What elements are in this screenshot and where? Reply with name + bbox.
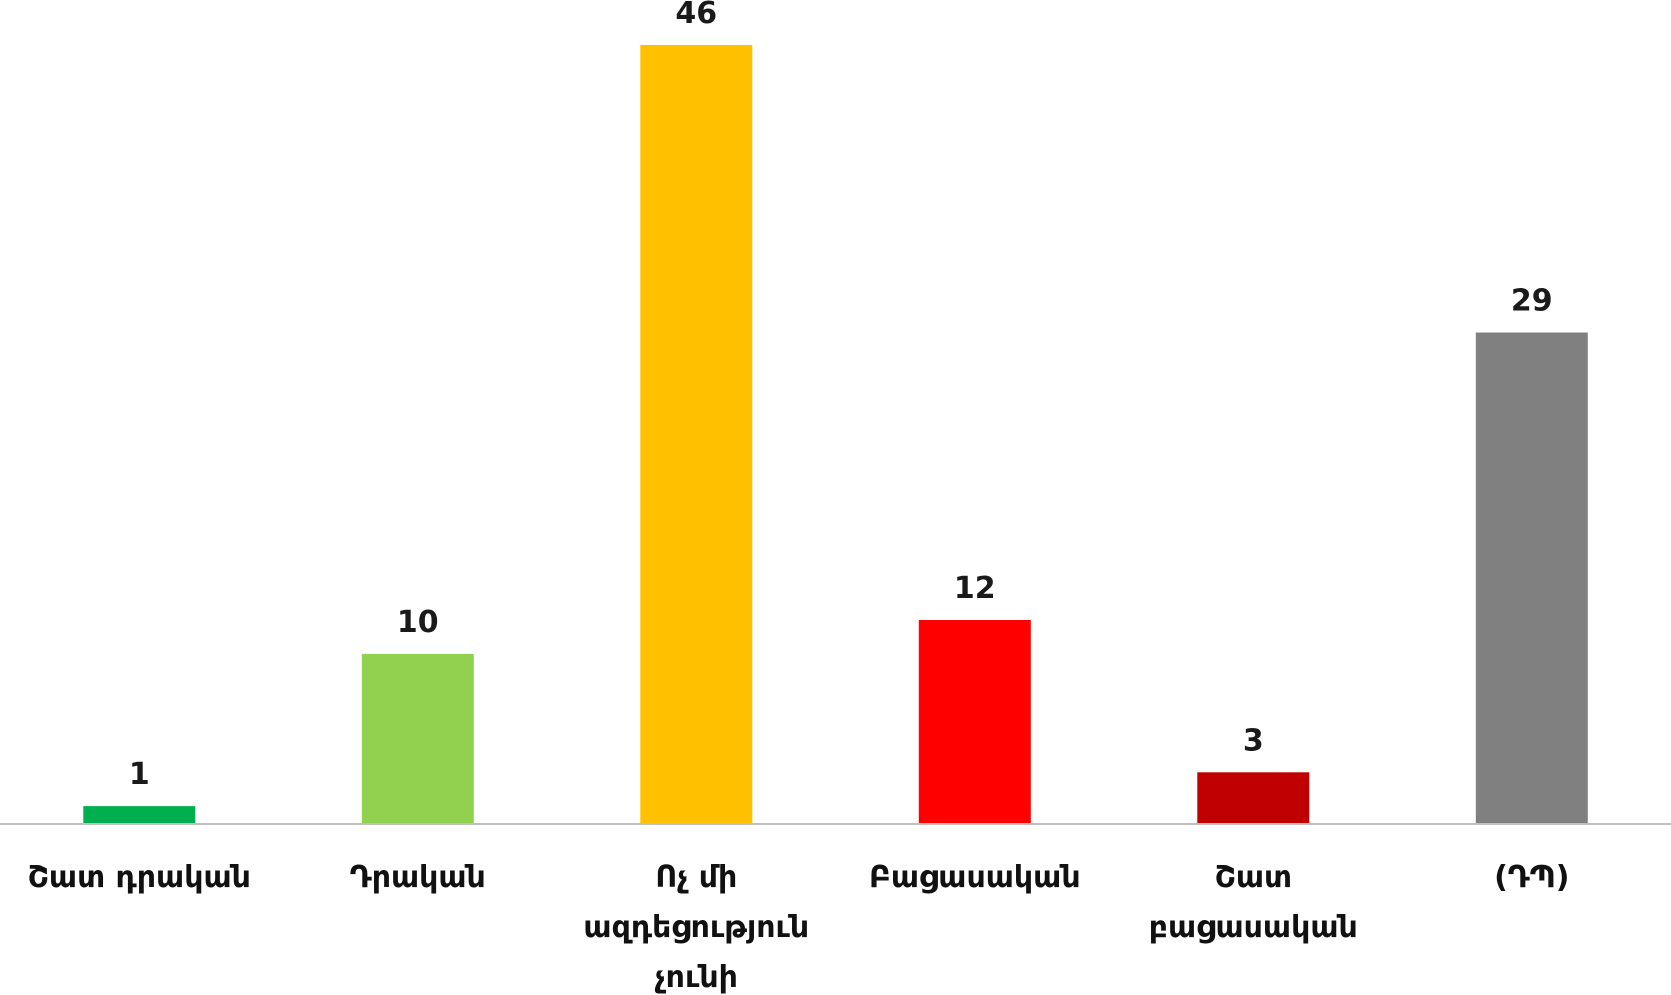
category-label-1: Դրական: [350, 860, 486, 895]
data-label-5: 29: [1511, 284, 1553, 319]
data-label-4: 3: [1243, 723, 1264, 758]
bar-0: [83, 806, 196, 823]
category-label-line: չունի: [655, 960, 738, 995]
category-label-0: Շատ դրական: [28, 860, 251, 895]
category-label-line: Շատ: [1215, 860, 1292, 895]
category-labels-group: Շատ դրական Դրական Ոչ մի ազդեցություն չունի Բա…: [28, 860, 1570, 995]
value-labels-group: 1 10 46 12 3 29: [129, 0, 1553, 792]
category-label-2: Ոչ մի ազդեցություն չունի: [583, 860, 809, 995]
category-label-line: Շատ դրական: [28, 860, 251, 895]
category-label-5: (ԴՊ): [1494, 860, 1569, 895]
bars-group: [83, 45, 1588, 823]
data-label-1: 10: [397, 605, 439, 640]
category-label-line: (ԴՊ): [1494, 860, 1569, 895]
data-label-3: 12: [954, 571, 996, 606]
bar-2: [640, 45, 753, 823]
bar-4: [1197, 772, 1310, 823]
category-label-line: ազդեցություն: [583, 910, 809, 945]
bar-5: [1475, 332, 1588, 823]
bar-3: [918, 620, 1031, 823]
category-label-line: Դրական: [350, 860, 486, 895]
category-label-4: Շատ բացասական: [1149, 860, 1358, 945]
category-label-line: Ոչ մի: [655, 860, 737, 895]
category-label-3: Բացասական: [869, 860, 1081, 895]
category-label-line: բացասական: [1149, 910, 1358, 945]
data-label-2: 46: [675, 0, 717, 31]
bar-1: [361, 653, 474, 823]
data-label-0: 1: [129, 757, 150, 792]
category-label-line: Բացասական: [869, 860, 1081, 895]
